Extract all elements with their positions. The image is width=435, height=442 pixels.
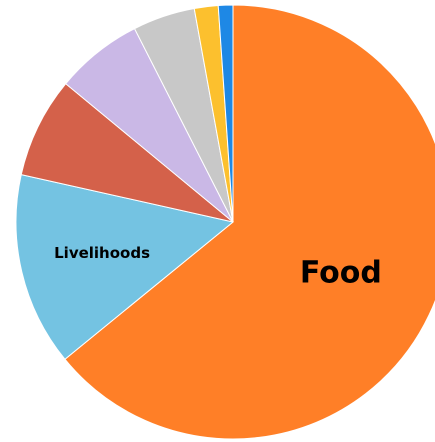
pie-slice-food	[64, 4, 435, 440]
slice-label-food: Food	[300, 256, 382, 291]
pie-labels: Food Livelihoods	[54, 244, 382, 291]
slice-label-livelihoods: Livelihoods	[54, 244, 150, 262]
pie-slice-segment-7	[217, 4, 234, 223]
pie-slices	[15, 4, 435, 440]
pie-slice-livelihoods	[15, 174, 235, 360]
pie-slice-segment-3	[20, 83, 234, 223]
